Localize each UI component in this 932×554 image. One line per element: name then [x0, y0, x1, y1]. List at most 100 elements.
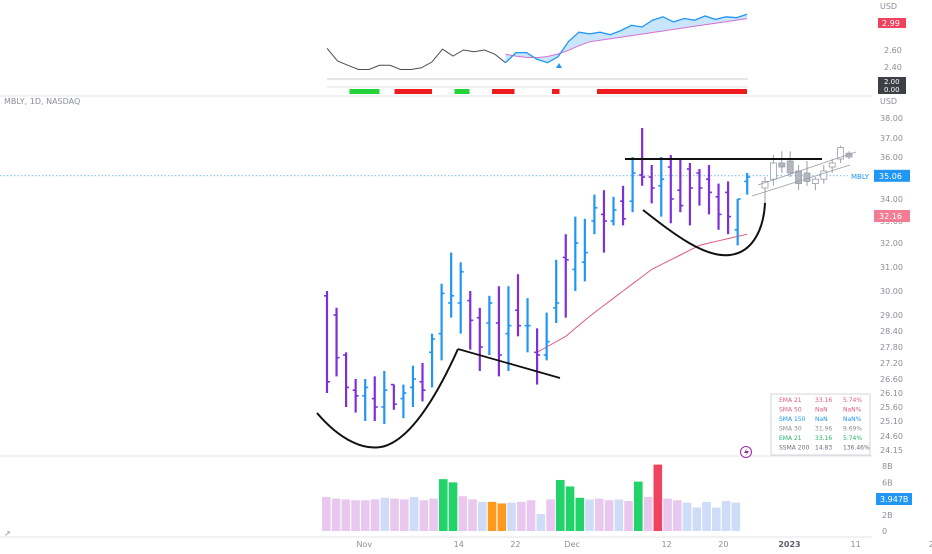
volume-bar: [546, 499, 555, 531]
ohlc-bar: [352, 379, 359, 413]
volume-bar: [624, 501, 633, 531]
ohlc-bar: [343, 352, 350, 407]
volume-bar: [595, 498, 604, 531]
price-tick-label: 36.00: [880, 153, 903, 162]
volume-bar: [643, 496, 653, 531]
ghost-candle: [795, 165, 802, 191]
ohlc-bar: [639, 128, 646, 186]
ohlc-bar: [667, 155, 674, 224]
ghost-channel-line: [751, 164, 851, 197]
volume-bar: [614, 499, 624, 531]
indicator-marker: [556, 63, 562, 68]
ohlc-bar: [562, 234, 569, 318]
lightning-icon: [740, 446, 752, 458]
price-tick-label: 25.10: [880, 417, 903, 426]
ohlc-bar: [438, 283, 445, 361]
price-tick-label: 32.00: [880, 239, 903, 248]
legend-name: EMA 21: [779, 397, 802, 404]
legend-value: NaN: [815, 407, 828, 414]
strip-badge-bottom: 0.00: [884, 86, 900, 94]
time-tick-label: 14: [454, 540, 464, 549]
price-tick-label: 29.00: [880, 311, 903, 320]
volume-bar: [322, 496, 331, 531]
ohlc-bar: [572, 216, 579, 291]
strip-badge-top: 2.00: [884, 78, 900, 86]
ohlc-bar: [524, 298, 531, 353]
symbol-badge-bg: [848, 169, 870, 182]
signal-segment: [394, 89, 432, 94]
price-badge-bg: [874, 169, 910, 182]
volume-bar: [692, 507, 702, 531]
volume-bar: [370, 499, 380, 531]
ghost-candle: [761, 177, 769, 204]
volume-bar: [390, 498, 399, 531]
volume-bar: [702, 501, 711, 531]
ohlc-bar: [467, 291, 474, 350]
ohlc-bar: [495, 286, 502, 377]
ohlc-bar: [725, 181, 732, 235]
ohlc-bar: [744, 173, 751, 195]
volume-bar: [380, 497, 390, 531]
lightning-icon-bolt: [744, 448, 749, 457]
ohlc-bar: [515, 274, 521, 337]
cup-curve-left: [316, 348, 459, 449]
legend-percent: 9.69%: [843, 426, 862, 433]
legend-value: 31.96: [815, 426, 832, 433]
volume-bar: [517, 501, 526, 531]
ohlc-bar: [715, 183, 722, 230]
ohlc-bar: [486, 295, 493, 355]
legend-value: 33.16: [815, 397, 832, 404]
volume-bar: [526, 500, 536, 531]
ohlc-bar: [324, 291, 330, 393]
ohlc-bar: [381, 371, 388, 424]
upper-indicator-panel: USD 2.60 2.40 2.99: [326, 2, 906, 72]
price-tick-label: 24.15: [880, 446, 903, 455]
ohlc-bar: [448, 252, 455, 318]
ema-line: [536, 233, 748, 353]
ohlc-bar: [429, 333, 436, 388]
ohlc-bar: [686, 163, 693, 226]
price-panel[interactable]: USD38.0037.0036.0035.0034.0033.0032.0031…: [0, 95, 910, 458]
legend-percent: NaN%: [843, 407, 862, 414]
ohlc-bar: [457, 262, 464, 334]
ghost-candle: [778, 151, 786, 173]
volume-badge: 3.947B: [880, 495, 908, 504]
ohlc-bar: [534, 328, 541, 385]
cup-curve-right: [642, 202, 766, 257]
indicator-line-blue: [505, 13, 748, 64]
volume-bar: [721, 501, 731, 531]
price-tick-label: 30.00: [880, 287, 903, 296]
ghost-body: [828, 162, 836, 168]
time-tick-label: 22: [510, 540, 520, 549]
volume-bar: [536, 513, 546, 531]
volume-bar: [634, 481, 643, 531]
legend-name: EMA 21: [779, 435, 802, 442]
legend-percent: 136.46%: [843, 445, 870, 452]
ghost-body: [803, 172, 811, 182]
ohlc-bar: [400, 384, 407, 419]
time-tick-label: 2: [929, 540, 932, 549]
ohlc-bar: [610, 196, 617, 226]
ohlc-bar: [629, 157, 636, 213]
volume-tick-label: 6B: [882, 478, 893, 487]
indicator-fill: [505, 14, 747, 63]
ghost-body: [770, 162, 777, 180]
ohlc-bar: [581, 218, 588, 282]
volume-bar: [468, 499, 477, 531]
ohlc-bar: [419, 363, 426, 402]
ohlc-bar: [505, 286, 512, 371]
volume-bar: [565, 486, 575, 531]
indicator-signal-line: [505, 18, 748, 59]
ghost-body: [786, 160, 794, 174]
volume-bar: [673, 500, 682, 531]
ema-badge: 32.16: [879, 212, 902, 221]
time-tick-label: 12: [662, 540, 672, 549]
legend-value: NaN: [815, 416, 828, 423]
upper-tick-label: 2.60: [884, 46, 902, 55]
volume-bar: [400, 499, 409, 531]
volume-bar: [409, 496, 419, 531]
time-tick-label: Nov: [356, 540, 372, 549]
price-tick-label: 27.20: [880, 359, 903, 368]
